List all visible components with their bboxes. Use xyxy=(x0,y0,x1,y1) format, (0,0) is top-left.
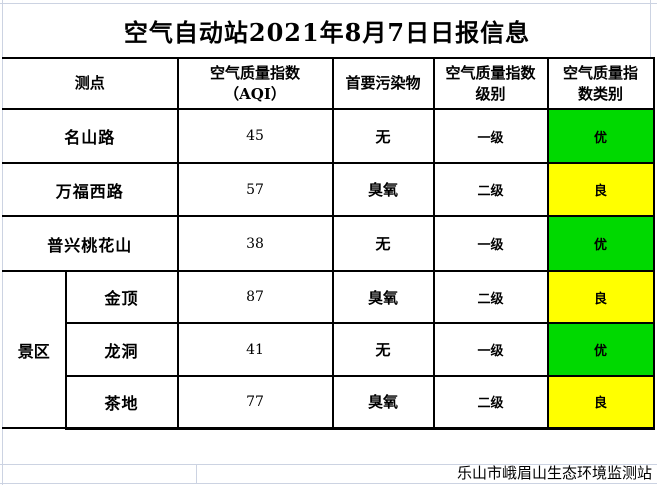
table-row: 万福西路 57 臭氧 二级 良 xyxy=(1,162,655,217)
level-cell: 一级 xyxy=(432,322,549,377)
table-row: 景区 金顶 87 臭氧 二级 良 xyxy=(2,270,655,429)
pollutant-cell: 无 xyxy=(331,322,435,377)
aqi-value-cell: 38 xyxy=(176,215,334,272)
level-cell: 一级 xyxy=(432,108,549,164)
aqi-value-cell: 45 xyxy=(176,108,334,164)
category-cell: 良 xyxy=(546,162,655,217)
site-group-cell: 景区 xyxy=(2,270,67,429)
level-cell: 二级 xyxy=(432,162,549,217)
header-level: 空气质量指数 级别 xyxy=(432,57,549,110)
table-row: 龙洞 41 无 一级 优 xyxy=(3,322,655,377)
site-name-cell: 万福西路 xyxy=(1,162,179,217)
site-name-cell: 名山路 xyxy=(1,108,179,164)
report-title: 空气自动站2021年8月7日日报信息 xyxy=(123,18,531,47)
site-name-cell: 龙洞 xyxy=(64,322,179,377)
level-cell: 二级 xyxy=(432,375,549,430)
gridline-footer-vertical xyxy=(196,464,197,483)
table-row: 普兴桃花山 38 无 一级 优 xyxy=(1,215,655,272)
header-category: 空气质量指 数类别 xyxy=(546,57,655,110)
aqi-value-cell: 57 xyxy=(176,162,334,217)
table-row: 茶地 77 臭氧 二级 良 xyxy=(3,375,655,430)
gridline-footer-bottom xyxy=(0,483,657,484)
level-cell: 一级 xyxy=(432,215,549,272)
aqi-value-cell: 41 xyxy=(176,322,334,377)
category-cell: 良 xyxy=(546,375,655,430)
pollutant-cell: 臭氧 xyxy=(331,162,435,217)
header-row: 测点 空气质量指数 （AQI） 首要污染物 空气质量指数 级别 空气质量指 数类… xyxy=(1,57,655,110)
table-row: 名山路 45 无 一级 优 xyxy=(1,108,655,164)
category-cell: 优 xyxy=(546,108,655,164)
pollutant-cell: 臭氧 xyxy=(331,375,435,430)
aqi-value-cell: 77 xyxy=(176,375,334,430)
header-aqi: 空气质量指数 （AQI） xyxy=(176,57,334,110)
pollutant-cell: 臭氧 xyxy=(331,270,435,324)
category-cell: 优 xyxy=(546,322,655,377)
category-cell: 优 xyxy=(546,215,655,272)
pollutant-cell: 无 xyxy=(331,215,435,272)
gridline-footer-top xyxy=(0,464,657,465)
gridline-top xyxy=(0,3,657,4)
site-name-cell: 普兴桃花山 xyxy=(1,215,179,272)
aqi-value-cell: 87 xyxy=(176,270,334,324)
site-name-cell: 茶地 xyxy=(64,375,179,430)
station-name: 乐山市峨眉山生态环境监测站 xyxy=(456,464,652,482)
air-quality-table: 测点 空气质量指数 （AQI） 首要污染物 空气质量指数 级别 空气质量指 数类… xyxy=(1,57,655,430)
site-name-cell: 金顶 xyxy=(64,270,179,324)
category-cell: 良 xyxy=(546,270,655,324)
level-cell: 二级 xyxy=(432,270,549,324)
gridline-right-top xyxy=(650,0,651,57)
header-site: 测点 xyxy=(1,57,179,110)
pollutant-cell: 无 xyxy=(331,108,435,164)
header-pollutant: 首要污染物 xyxy=(331,57,435,110)
